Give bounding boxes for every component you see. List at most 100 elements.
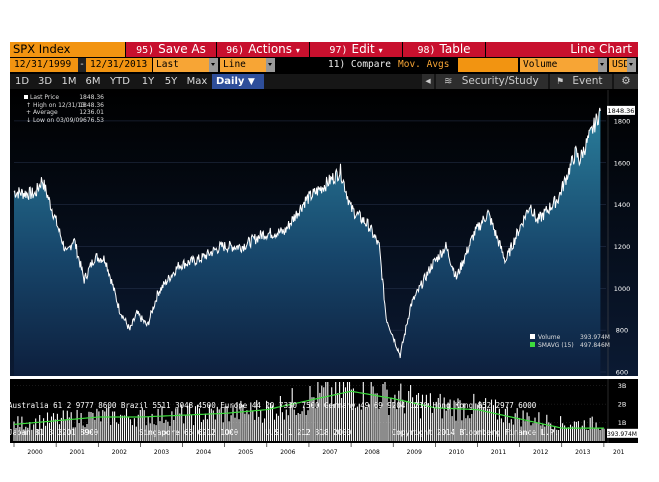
window-title: GRAB: [18, 9, 60, 27]
y-tick-label: 800: [616, 327, 628, 335]
mov-avgs-field[interactable]: [458, 58, 518, 72]
legend-label: SMAVG (15): [538, 342, 574, 349]
edit-button[interactable]: 97) Edit ▾: [310, 42, 402, 57]
x-tick-label: 201: [613, 449, 625, 456]
save-as-label: Save As: [158, 42, 206, 56]
save-as-button[interactable]: 95) Save As: [126, 42, 216, 57]
legend-label: High on 12/31/13: [33, 101, 86, 109]
style-select[interactable]: Line: [220, 58, 266, 72]
settings-bar: 12/31/1999 - 12/31/2013 Last Price Line …: [10, 58, 638, 84]
compare-button[interactable]: 11) Compare: [328, 58, 398, 72]
style-dropdown-icon[interactable]: [266, 58, 275, 72]
tab-6m[interactable]: 6M: [85, 76, 101, 87]
date-separator: -: [78, 58, 86, 72]
x-tick-label: 2011: [491, 449, 506, 456]
lower-field-dropdown-icon[interactable]: [598, 58, 607, 72]
edit-dropdown-icon: ▾: [378, 46, 383, 55]
plus-icon: +: [26, 109, 32, 116]
volume-bars: [13, 382, 605, 441]
tab-1m[interactable]: 1M: [61, 76, 77, 87]
arrow-down-icon: ↓: [26, 116, 32, 124]
chart-type-label[interactable]: Line Chart: [488, 42, 638, 57]
x-tick-label: 2012: [533, 449, 548, 456]
arrow-up-icon: ↑: [26, 101, 32, 109]
footer-line-2: Japan 81 3 3201 8900 Singapore 65 6212 1…: [8, 428, 559, 437]
edit-number: 97): [329, 45, 348, 56]
x-tick-label: 2009: [407, 449, 422, 456]
x-tick-label: 2010: [449, 449, 464, 456]
last-price-text: 1848.36: [608, 107, 635, 115]
volume-sma-line: [13, 390, 604, 429]
price-y-axis: 600 800 1000 1200 1400 1600 1800: [607, 90, 631, 377]
edit-label: Edit: [351, 42, 375, 56]
ticker-field[interactable]: SPX Index: [10, 42, 125, 57]
tab-max[interactable]: Max: [186, 76, 208, 87]
scroll-left-icon[interactable]: ◂: [422, 74, 434, 89]
footer-line-1: Australia 61 2 9777 8600 Brazil 5511 304…: [8, 401, 537, 410]
x-tick-label: 2002: [112, 449, 127, 456]
volume-legend: Volume 393.974M SMAVG (15) 497.846M: [530, 334, 610, 350]
price-volume-chart[interactable]: 600 800 1000 1200 1400 1600 1800 1848.36 1B 2B 3…: [10, 90, 638, 462]
line-chart-icon: ≋: [444, 76, 453, 87]
price-legend: Last Price 1848.36 ↑ High on 12/31/13 1848.…: [24, 94, 104, 124]
price-line: [13, 107, 601, 359]
actions-button[interactable]: 96) Actions ▾: [217, 42, 309, 57]
actions-label: Actions: [248, 42, 293, 56]
bloomberg-terminal: SPX Index 95) Save As 96) Actions ▾ 97) Edi…: [10, 42, 638, 462]
start-date-field[interactable]: 12/31/1999: [10, 58, 78, 72]
security-study-label: Security/Study: [461, 75, 539, 87]
volume-last-value-label: 393.974M: [607, 428, 638, 438]
field-dropdown-icon[interactable]: [209, 58, 218, 72]
x-axis-background: [10, 443, 638, 462]
legend-value: 1848.36: [79, 94, 104, 101]
tab-5y[interactable]: 5Y: [164, 76, 178, 87]
end-date-field[interactable]: 12/31/2013: [86, 58, 152, 72]
tab-1d[interactable]: 1D: [14, 76, 30, 87]
y-tick-label: 1B: [618, 419, 627, 427]
legend-value: 497.846M: [580, 342, 610, 349]
security-study-button[interactable]: ≋ Security/Study: [436, 74, 548, 89]
legend-row-low: ↓ Low on 03/09/09 676.53: [24, 117, 104, 125]
field-select[interactable]: Last Price: [153, 58, 209, 84]
event-label: Event: [572, 75, 603, 87]
x-tick-label: 2006: [280, 449, 295, 456]
x-tick-label: 2004: [196, 449, 211, 456]
flag-icon: ⚑: [556, 77, 565, 87]
legend-value: 1848.36: [79, 101, 104, 109]
tab-1y[interactable]: 1Y: [141, 76, 155, 87]
currency-dropdown-icon[interactable]: [627, 58, 636, 72]
y-tick-label: 1600: [614, 159, 631, 167]
table-button[interactable]: 98) Table: [403, 42, 485, 57]
currency-select[interactable]: USD: [609, 58, 629, 72]
panel-divider: [10, 376, 638, 379]
frequency-select[interactable]: Daily ▼: [212, 74, 264, 89]
event-button[interactable]: ⚑ Event: [550, 74, 612, 89]
y-tick-label: 3B: [618, 382, 627, 390]
tab-3d[interactable]: 3D: [37, 76, 53, 87]
y-tick-label: 2B: [618, 401, 627, 409]
last-price-tag: [607, 105, 635, 115]
toolbar-spacer: [486, 42, 488, 57]
x-tick-label: 2000: [27, 449, 42, 456]
legend-value: 1236.01: [79, 109, 104, 116]
legend-label: Volume: [538, 334, 561, 341]
footer-contacts: Australia 61 2 9777 8600 Brazil 5511 304…: [8, 383, 628, 482]
settings-gear-icon[interactable]: ⚙: [614, 74, 638, 89]
y-tick-label: 1800: [614, 117, 631, 125]
legend-swatch-icon: [530, 342, 535, 347]
legend-label: Low on 03/09/09: [33, 116, 84, 124]
y-tick-label: 1000: [614, 285, 631, 293]
mov-avgs-button[interactable]: Mov. Avgs: [398, 58, 458, 72]
x-tick-label: 2001: [70, 449, 85, 456]
table-label: Table: [439, 42, 471, 56]
tab-ytd[interactable]: YTD: [110, 76, 130, 87]
last-volume-text: 393.974M: [607, 431, 637, 438]
legend-label: Last Price: [30, 94, 60, 101]
legend-swatch-icon: [530, 334, 535, 339]
legend-swatch-icon: [24, 95, 28, 99]
legend-row-smavg: SMAVG (15) 497.846M: [530, 342, 610, 350]
lower-field-select[interactable]: Volume: [520, 58, 598, 72]
y-tick-label: 1200: [614, 243, 631, 251]
y-tick-label: 600: [616, 369, 628, 377]
legend-row-volume: Volume 393.974M: [530, 334, 610, 342]
